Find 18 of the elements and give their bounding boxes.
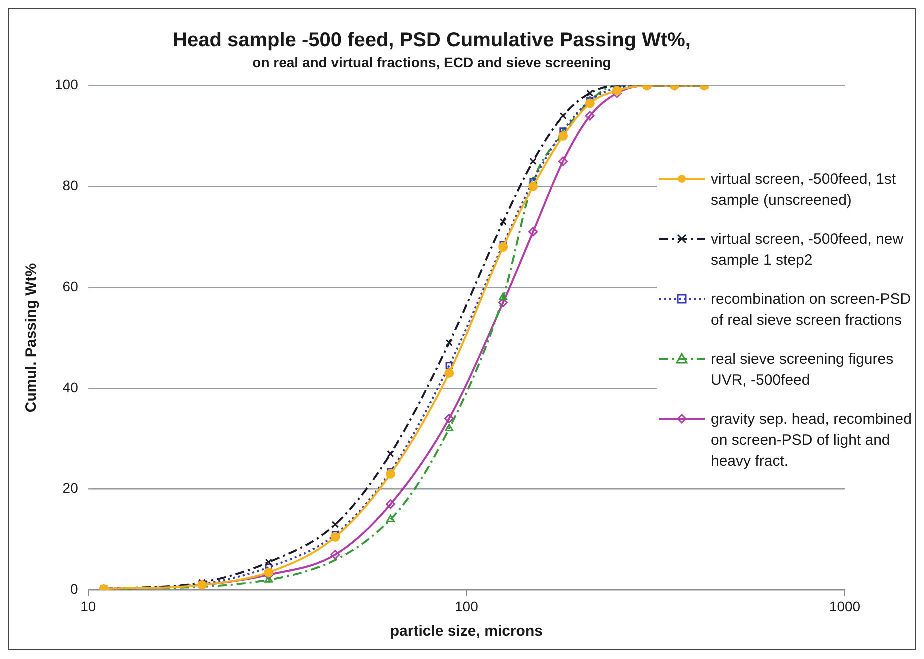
y-tick-label: 60 — [62, 278, 79, 294]
x-tick-label: 1000 — [829, 598, 861, 614]
legend-label: gravity sep. head, recombined on screen-PSD of light and heavy fract. — [711, 410, 912, 472]
y-tick-label: 20 — [62, 480, 79, 496]
legend-label: virtual screen, -500feed, new sample 1 step2 — [711, 230, 905, 271]
y-tick-label: 80 — [62, 178, 79, 194]
legend-label: recombination on screen-PSD of real sieve screen fractions — [711, 290, 912, 331]
y-tick-label: 100 — [55, 76, 79, 93]
y-tick-label: 0 — [70, 581, 79, 598]
legend-label: real sieve screening figures UVR, -500feed — [711, 350, 895, 391]
x-axis-title: particle size, microns — [390, 623, 543, 640]
legend-label: virtual screen, -500feed, 1st sample (unscreened) — [711, 170, 898, 211]
y-tick-label: 40 — [62, 379, 79, 396]
x-tick-label: 100 — [455, 598, 479, 614]
x-tick-label: 10 — [80, 598, 96, 614]
y-axis-title: Cumul. Passing Wt% — [23, 263, 40, 413]
chart-subtitle: on real and virtual fractions, ECD and sieve screening — [252, 54, 612, 70]
chart-title: Head sample -500 feed, PSD Cumulative Passing Wt%, — [173, 30, 691, 52]
